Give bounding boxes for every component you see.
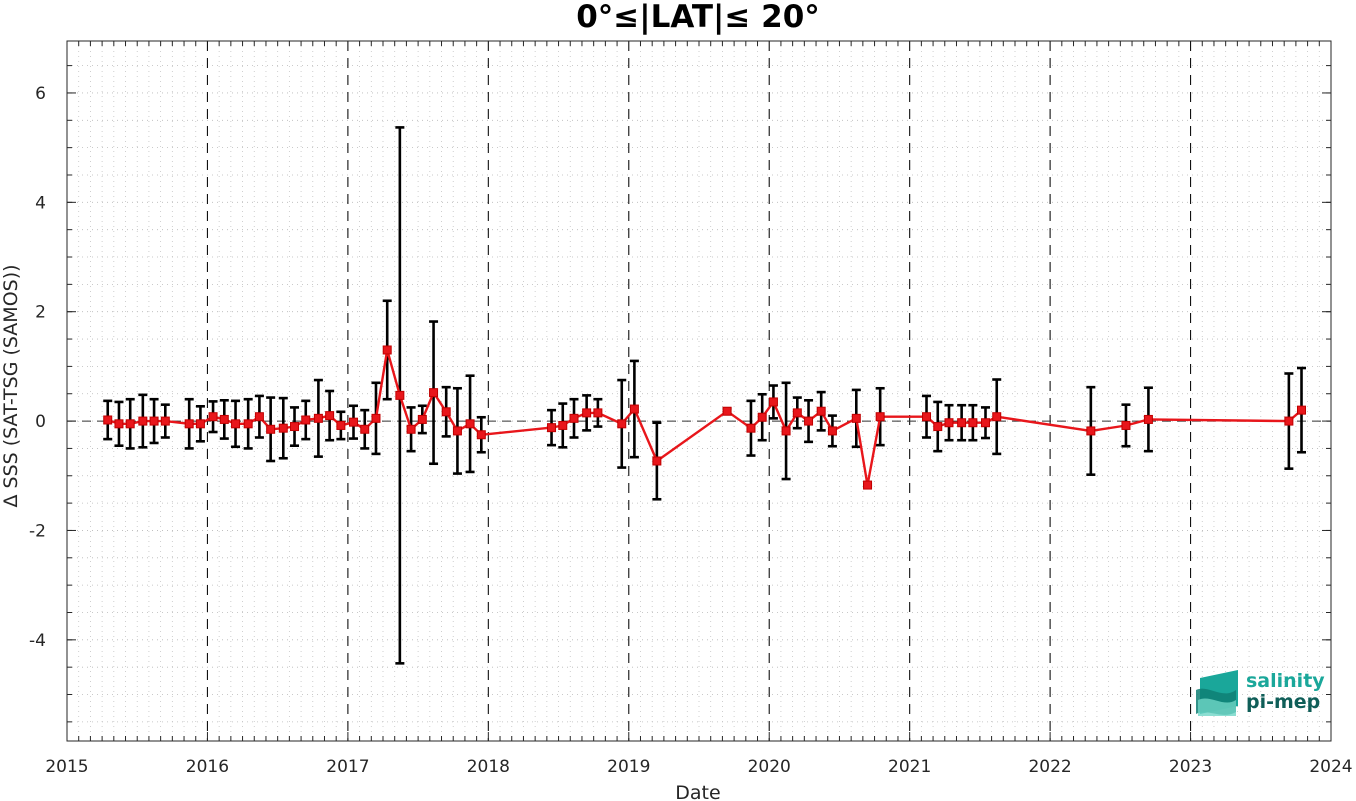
series-line [107, 348, 1303, 487]
data-point [652, 456, 662, 466]
data-point [1284, 416, 1294, 426]
data-point [360, 424, 370, 434]
y-tick-label: -4 [29, 631, 46, 651]
y-tick-label: 0 [35, 412, 46, 432]
data-points [103, 345, 1307, 490]
data-point [325, 411, 335, 421]
data-point [582, 408, 592, 418]
y-tick-labels: -4 -2 0 2 4 6 [29, 84, 46, 651]
plot-frame [66, 40, 1332, 742]
data-point [1143, 414, 1153, 424]
x-tick-label: 2019 [607, 757, 650, 777]
data-point [768, 397, 778, 407]
data-point [617, 419, 627, 429]
data-point [827, 426, 837, 436]
data-point [195, 419, 205, 429]
data-point [254, 412, 264, 422]
x-tick-labels: 2015 2016 2017 2018 2019 2020 2021 2022 2023 2024 [45, 757, 1352, 777]
data-point [1086, 426, 1096, 436]
data-point [349, 417, 359, 427]
logo-text-salinity: salinity [1246, 670, 1325, 692]
data-point [243, 419, 253, 429]
data-point [875, 412, 885, 422]
y-tick-label: -2 [29, 521, 46, 541]
data-point [922, 412, 932, 422]
data-point [406, 424, 416, 434]
data-point [558, 420, 568, 430]
data-point [231, 419, 241, 429]
x-tick-label: 2021 [888, 757, 931, 777]
data-point [957, 418, 967, 428]
data-point [160, 416, 170, 426]
data-point [278, 423, 288, 433]
axis-ticks [66, 41, 1332, 741]
y-tick-label: 4 [35, 193, 46, 213]
x-tick-label: 2017 [326, 757, 369, 777]
data-point [208, 412, 218, 422]
data-point [476, 430, 486, 440]
x-axis-title: Date [675, 782, 720, 801]
salinity-pimep-logo: salinity pi-mep [1196, 670, 1325, 716]
data-point [933, 422, 943, 432]
data-point [336, 420, 346, 430]
data-point [371, 413, 381, 423]
x-tick-label: 2016 [186, 757, 229, 777]
data-point [452, 426, 462, 436]
x-tick-label: 2024 [1309, 757, 1352, 777]
data-point [593, 408, 603, 418]
data-point [301, 415, 311, 425]
data-point [184, 419, 194, 429]
data-point [757, 412, 767, 422]
data-point [629, 404, 639, 414]
data-point [569, 413, 579, 423]
data-point [816, 406, 826, 416]
grid [67, 41, 1331, 741]
data-point [266, 424, 276, 434]
data-point [219, 414, 229, 424]
data-point [981, 418, 991, 428]
data-point [792, 408, 802, 418]
error-bars [103, 126, 1307, 665]
x-tick-label: 2023 [1169, 757, 1212, 777]
y-axis-title: Δ SSS (SAT-TSG (SAMOS)) [0, 264, 22, 507]
data-point [103, 415, 113, 425]
data-point [429, 388, 439, 398]
data-point [1121, 420, 1131, 430]
data-point [395, 390, 405, 400]
data-point [465, 419, 475, 429]
data-point [290, 422, 300, 432]
wave-logo-icon [1196, 670, 1238, 716]
data-point [722, 406, 732, 416]
data-point [863, 480, 873, 490]
y-tick-label: 6 [35, 84, 46, 104]
data-point [746, 423, 756, 433]
data-point [114, 419, 124, 429]
y-tick-label: 2 [35, 303, 46, 323]
data-point [382, 345, 392, 355]
data-point [968, 418, 978, 428]
data-point [1297, 405, 1307, 415]
data-point [417, 414, 427, 424]
data-point [992, 412, 1002, 422]
data-point [781, 426, 791, 436]
data-point [138, 416, 148, 426]
data-point [851, 413, 861, 423]
x-tick-label: 2015 [45, 757, 88, 777]
data-point [547, 423, 557, 433]
data-point [125, 419, 135, 429]
data-point [804, 416, 814, 426]
data-point [441, 407, 451, 417]
x-tick-label: 2020 [748, 757, 791, 777]
x-tick-label: 2018 [467, 757, 510, 777]
chart-title: 0°≤|LAT|≤ 20° [576, 0, 820, 35]
logo-text-pimep: pi-mep [1246, 691, 1320, 713]
data-point [313, 413, 323, 423]
data-point [944, 418, 954, 428]
x-tick-label: 2022 [1028, 757, 1071, 777]
data-point [149, 416, 159, 426]
